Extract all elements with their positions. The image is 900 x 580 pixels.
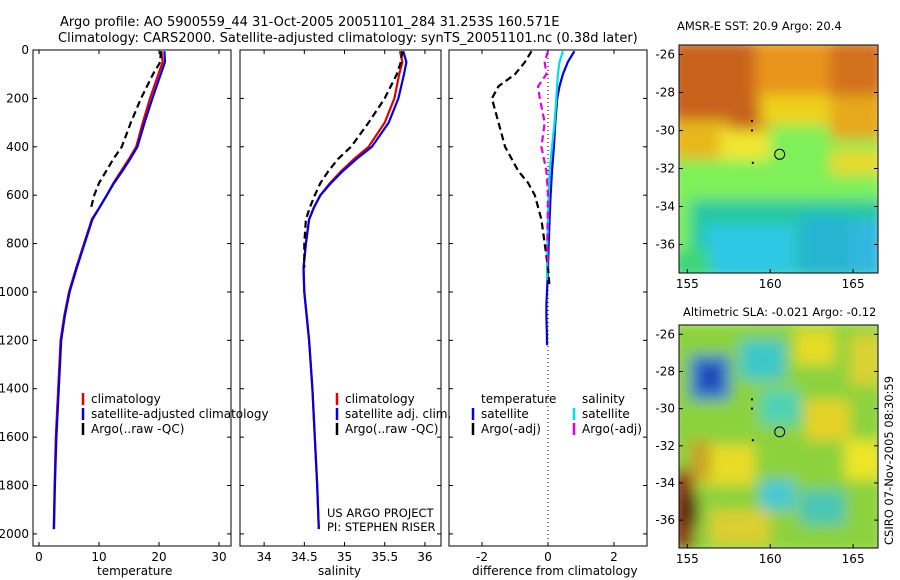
temperature-plot-area: 0 200 400 600 800 1000 1200 1400 1600 1800 2000 0 10…	[0, 43, 231, 564]
credit-text: CSIRO 07-Nov-2005 08:30:59	[882, 376, 896, 545]
legend-argo-label: Argo(..raw -QC)	[91, 422, 184, 436]
map-x-tick-label: 155	[676, 552, 699, 566]
map-track-point	[751, 439, 754, 442]
map-x-tick-label: 165	[842, 552, 865, 566]
x-tick-label: 0	[544, 550, 552, 564]
map-x-tick-label: 160	[759, 277, 782, 291]
sst-map-overlay: -26 -28 -30 -32 -34 -36 155 160 165	[655, 48, 878, 291]
y-tick-label: 0	[21, 43, 29, 57]
legend-sal-argo-label: Argo(-adj)	[582, 422, 642, 436]
x-tick-label: 20	[151, 550, 166, 564]
difference-plot-area: -2 0 2	[449, 49, 647, 564]
project-pi: PI: STEPHEN RISER	[327, 520, 436, 534]
legend-temp-argo-label: Argo(-adj)	[481, 422, 541, 436]
y-tick-label: 1800	[0, 479, 29, 493]
temperature-panel: 0 200 400 600 800 1000 1200 1400 1600 1800 2000 0 10…	[0, 43, 269, 578]
y-tick-label: 1400	[0, 382, 29, 396]
map-x-tick-label: 155	[676, 277, 699, 291]
y-tick-label: 1000	[0, 285, 29, 299]
salinity-plot-area: 34 34.5 35 35.5 36	[240, 49, 441, 564]
x-tick-label: 35	[337, 550, 352, 564]
sla-map-frame	[678, 324, 879, 549]
salinity-axes-frame	[239, 49, 442, 547]
map-y-tick-label: -32	[655, 439, 675, 453]
map-y-tick-label: -30	[655, 124, 675, 138]
map-y-tick-label: -28	[655, 364, 675, 378]
map-y-tick-label: -26	[655, 48, 675, 62]
map-x-tick-label: 165	[842, 277, 865, 291]
legend-climatology-label: climatology	[345, 392, 415, 406]
map-y-tick-label: -34	[655, 476, 675, 490]
x-tick-label: 0	[35, 550, 43, 564]
salinity-legend: climatology satellite adj. clim. Argo(..…	[335, 392, 451, 436]
y-tick-label: 1200	[0, 333, 29, 347]
temperature-xlabel: temperature	[97, 564, 172, 578]
x-tick-label: 35.5	[371, 550, 398, 564]
y-tick-label: 200	[6, 91, 29, 105]
y-tick-label: 1600	[0, 430, 29, 444]
legend-header-temperature: temperature	[481, 392, 556, 406]
difference-legend: temperature salinity satellite Argo(-adj…	[471, 392, 642, 436]
temperature-legend: climatology satellite-adjusted climatolo…	[81, 392, 269, 436]
sst-map-title: AMSR-E SST: 20.9 Argo: 20.4	[677, 19, 842, 33]
map-y-tick-label: -36	[655, 238, 675, 252]
map-track-point	[750, 120, 753, 122]
y-tick-label: 800	[6, 237, 29, 251]
y-tick-label: 600	[6, 188, 29, 202]
sst-map-image	[679, 45, 878, 273]
figure-title-line1: Argo profile: AO 5900559_44 31-Oct-2005 …	[60, 15, 559, 30]
x-tick-label: -2	[476, 550, 488, 564]
map-y-tick-label: -28	[655, 86, 675, 100]
series-line-temperature-satellite	[545, 50, 576, 346]
series-line-satellite-adjusted-climatology	[52, 51, 167, 530]
map-y-tick-label: -36	[655, 513, 675, 527]
x-tick-label: 2	[610, 550, 618, 564]
difference-panel: -2 0 2 difference from climatology tempera…	[448, 49, 648, 578]
project-name: US ARGO PROJECT	[327, 506, 435, 520]
x-tick-label: 36	[417, 550, 432, 564]
map-track-point	[750, 398, 753, 401]
legend-sal-satellite-label: satellite	[582, 407, 630, 421]
sst-map-frame	[678, 44, 879, 274]
legend-climatology-label: climatology	[91, 392, 161, 406]
x-tick-label: 30	[211, 550, 226, 564]
sla-map-overlay: -26 -28 -30 -32 -34 -36 155 160 165	[655, 327, 878, 566]
series-line-temperature-argo-adj-	[490, 50, 551, 288]
difference-xlabel: difference from climatology	[472, 564, 638, 578]
salinity-panel: 34 34.5 35 35.5 36 salinity climatology sate…	[239, 49, 451, 578]
sst-map-panel: AMSR-E SST: 20.9 Argo: 20.4 -26 -28 -30 -32	[655, 19, 879, 291]
legend-temp-satellite-label: satellite	[481, 407, 529, 421]
sla-map-panel: Altimetric SLA: -0.021 Argo: -0.12	[655, 305, 879, 566]
legend-satellite-label: satellite-adjusted climatology	[91, 407, 269, 421]
sla-map-title: Altimetric SLA: -0.021 Argo: -0.12	[683, 305, 876, 319]
map-y-tick-label: -32	[655, 162, 675, 176]
map-track-point	[750, 129, 753, 132]
map-track-point	[750, 407, 753, 410]
map-y-tick-label: -30	[655, 402, 675, 416]
y-tick-label: 2000	[0, 527, 29, 541]
series-line-argo-raw-qc-	[303, 51, 404, 268]
series-line-argo-raw-qc-	[90, 51, 162, 208]
map-profile-marker	[774, 148, 786, 160]
x-tick-label: 34.5	[291, 550, 318, 564]
series-line-satellite-adj-clim-	[302, 50, 408, 530]
map-x-tick-label: 160	[759, 552, 782, 566]
legend-header-salinity: salinity	[582, 392, 625, 406]
map-y-tick-label: -26	[655, 327, 675, 341]
legend-argo-label: Argo(..raw -QC)	[345, 422, 438, 436]
figure-title-line2: Climatology: CARS2000. Satellite-adjuste…	[58, 31, 638, 46]
x-tick-label: 10	[91, 550, 106, 564]
sla-map-image	[679, 325, 878, 548]
map-track-point	[751, 161, 754, 164]
map-profile-marker	[774, 426, 786, 438]
y-tick-label: 400	[6, 140, 29, 154]
legend-satellite-label: satellite adj. clim.	[345, 407, 451, 421]
salinity-xlabel: salinity	[318, 564, 361, 578]
temperature-axes-frame	[32, 49, 232, 547]
map-y-tick-label: -34	[655, 200, 675, 214]
x-tick-label: 34	[256, 550, 271, 564]
